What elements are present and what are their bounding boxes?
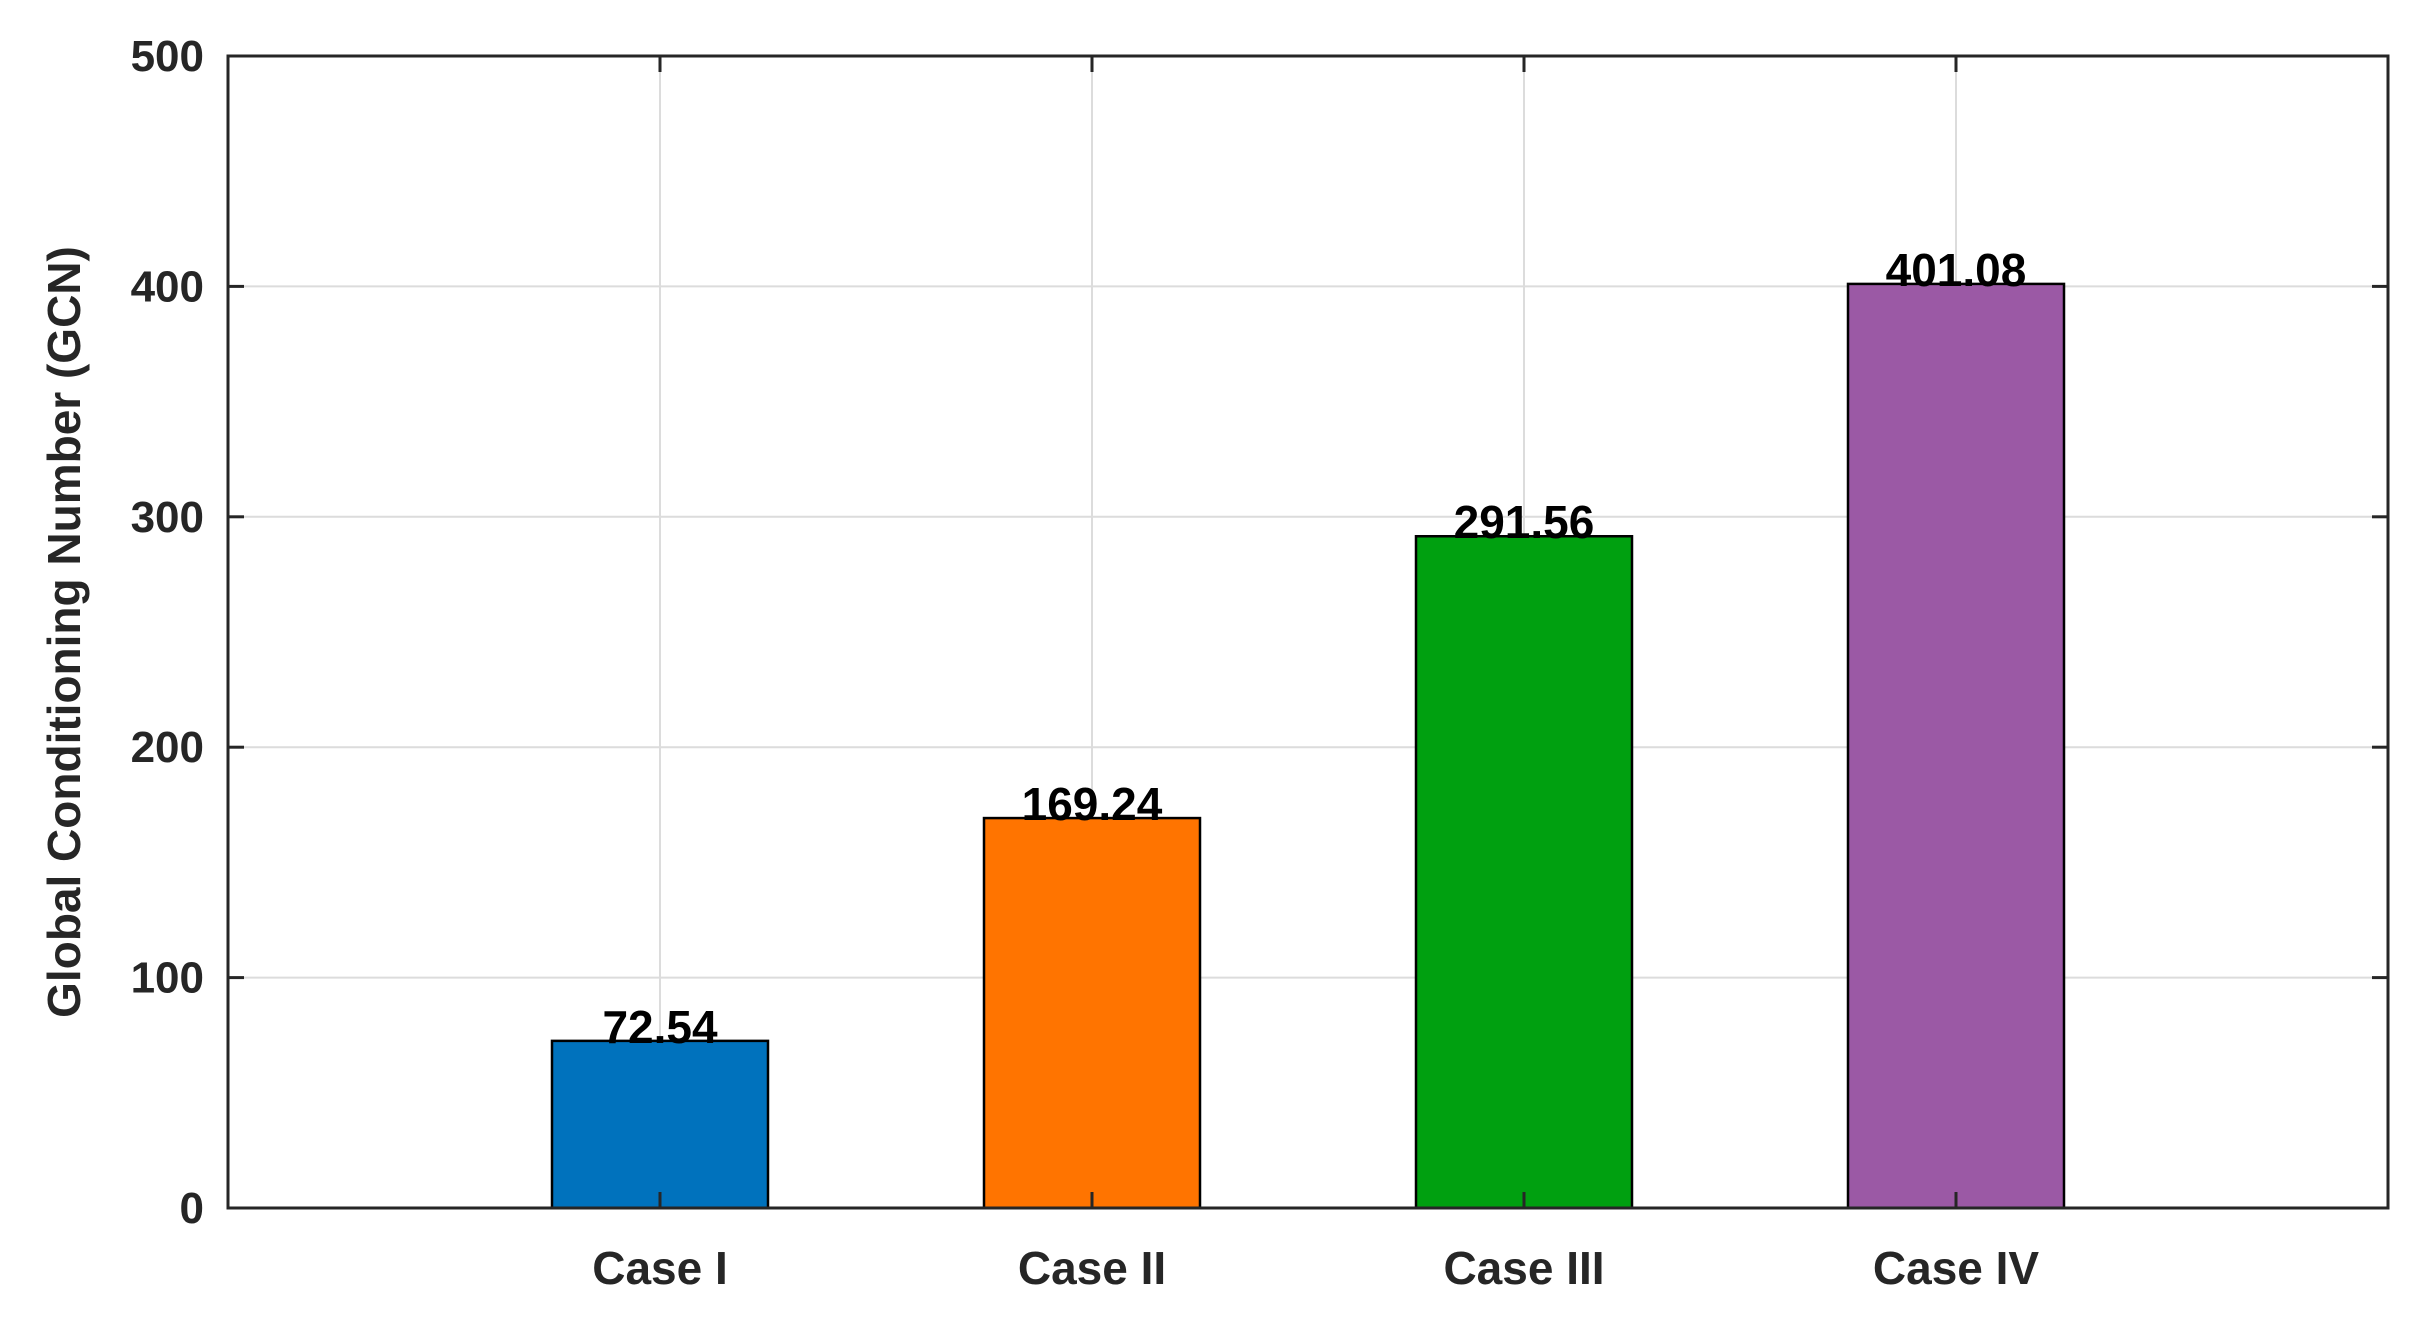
bar-case-iv — [1846, 282, 2066, 1210]
y-tick-labels: 0 100 200 300 400 500 — [131, 32, 204, 1233]
x-category-label: Case IV — [1873, 1242, 2040, 1294]
bar-case-i — [550, 1039, 770, 1210]
data-labels: 72.54 169.24 291.56 401.08 — [602, 244, 2026, 1053]
y-tick-label: 200 — [131, 723, 204, 772]
data-label: 401.08 — [1886, 244, 2027, 296]
plot-frame — [226, 54, 2390, 1210]
data-label: 291.56 — [1454, 496, 1595, 548]
x-category-label: Case III — [1443, 1242, 1604, 1294]
data-label: 169.24 — [1022, 778, 1163, 830]
y-tick-label: 400 — [131, 262, 204, 311]
y-axis-title: Global Conditioning Number (GCN) — [38, 246, 90, 1018]
y-tick-label: 300 — [131, 493, 204, 542]
x-category-label: Case I — [592, 1242, 728, 1294]
bar-case-iii — [1414, 534, 1634, 1210]
y-tick-label: 0 — [180, 1184, 204, 1233]
x-category-label: Case II — [1018, 1242, 1166, 1294]
bars — [550, 282, 2066, 1210]
x-category-labels: Case I Case II Case III Case IV — [592, 1242, 2039, 1294]
y-tick-label: 100 — [131, 954, 204, 1003]
data-label: 72.54 — [602, 1001, 718, 1053]
tick-marks — [228, 54, 2388, 1210]
y-tick-label: 500 — [131, 32, 204, 81]
bar-case-ii — [982, 816, 1202, 1210]
